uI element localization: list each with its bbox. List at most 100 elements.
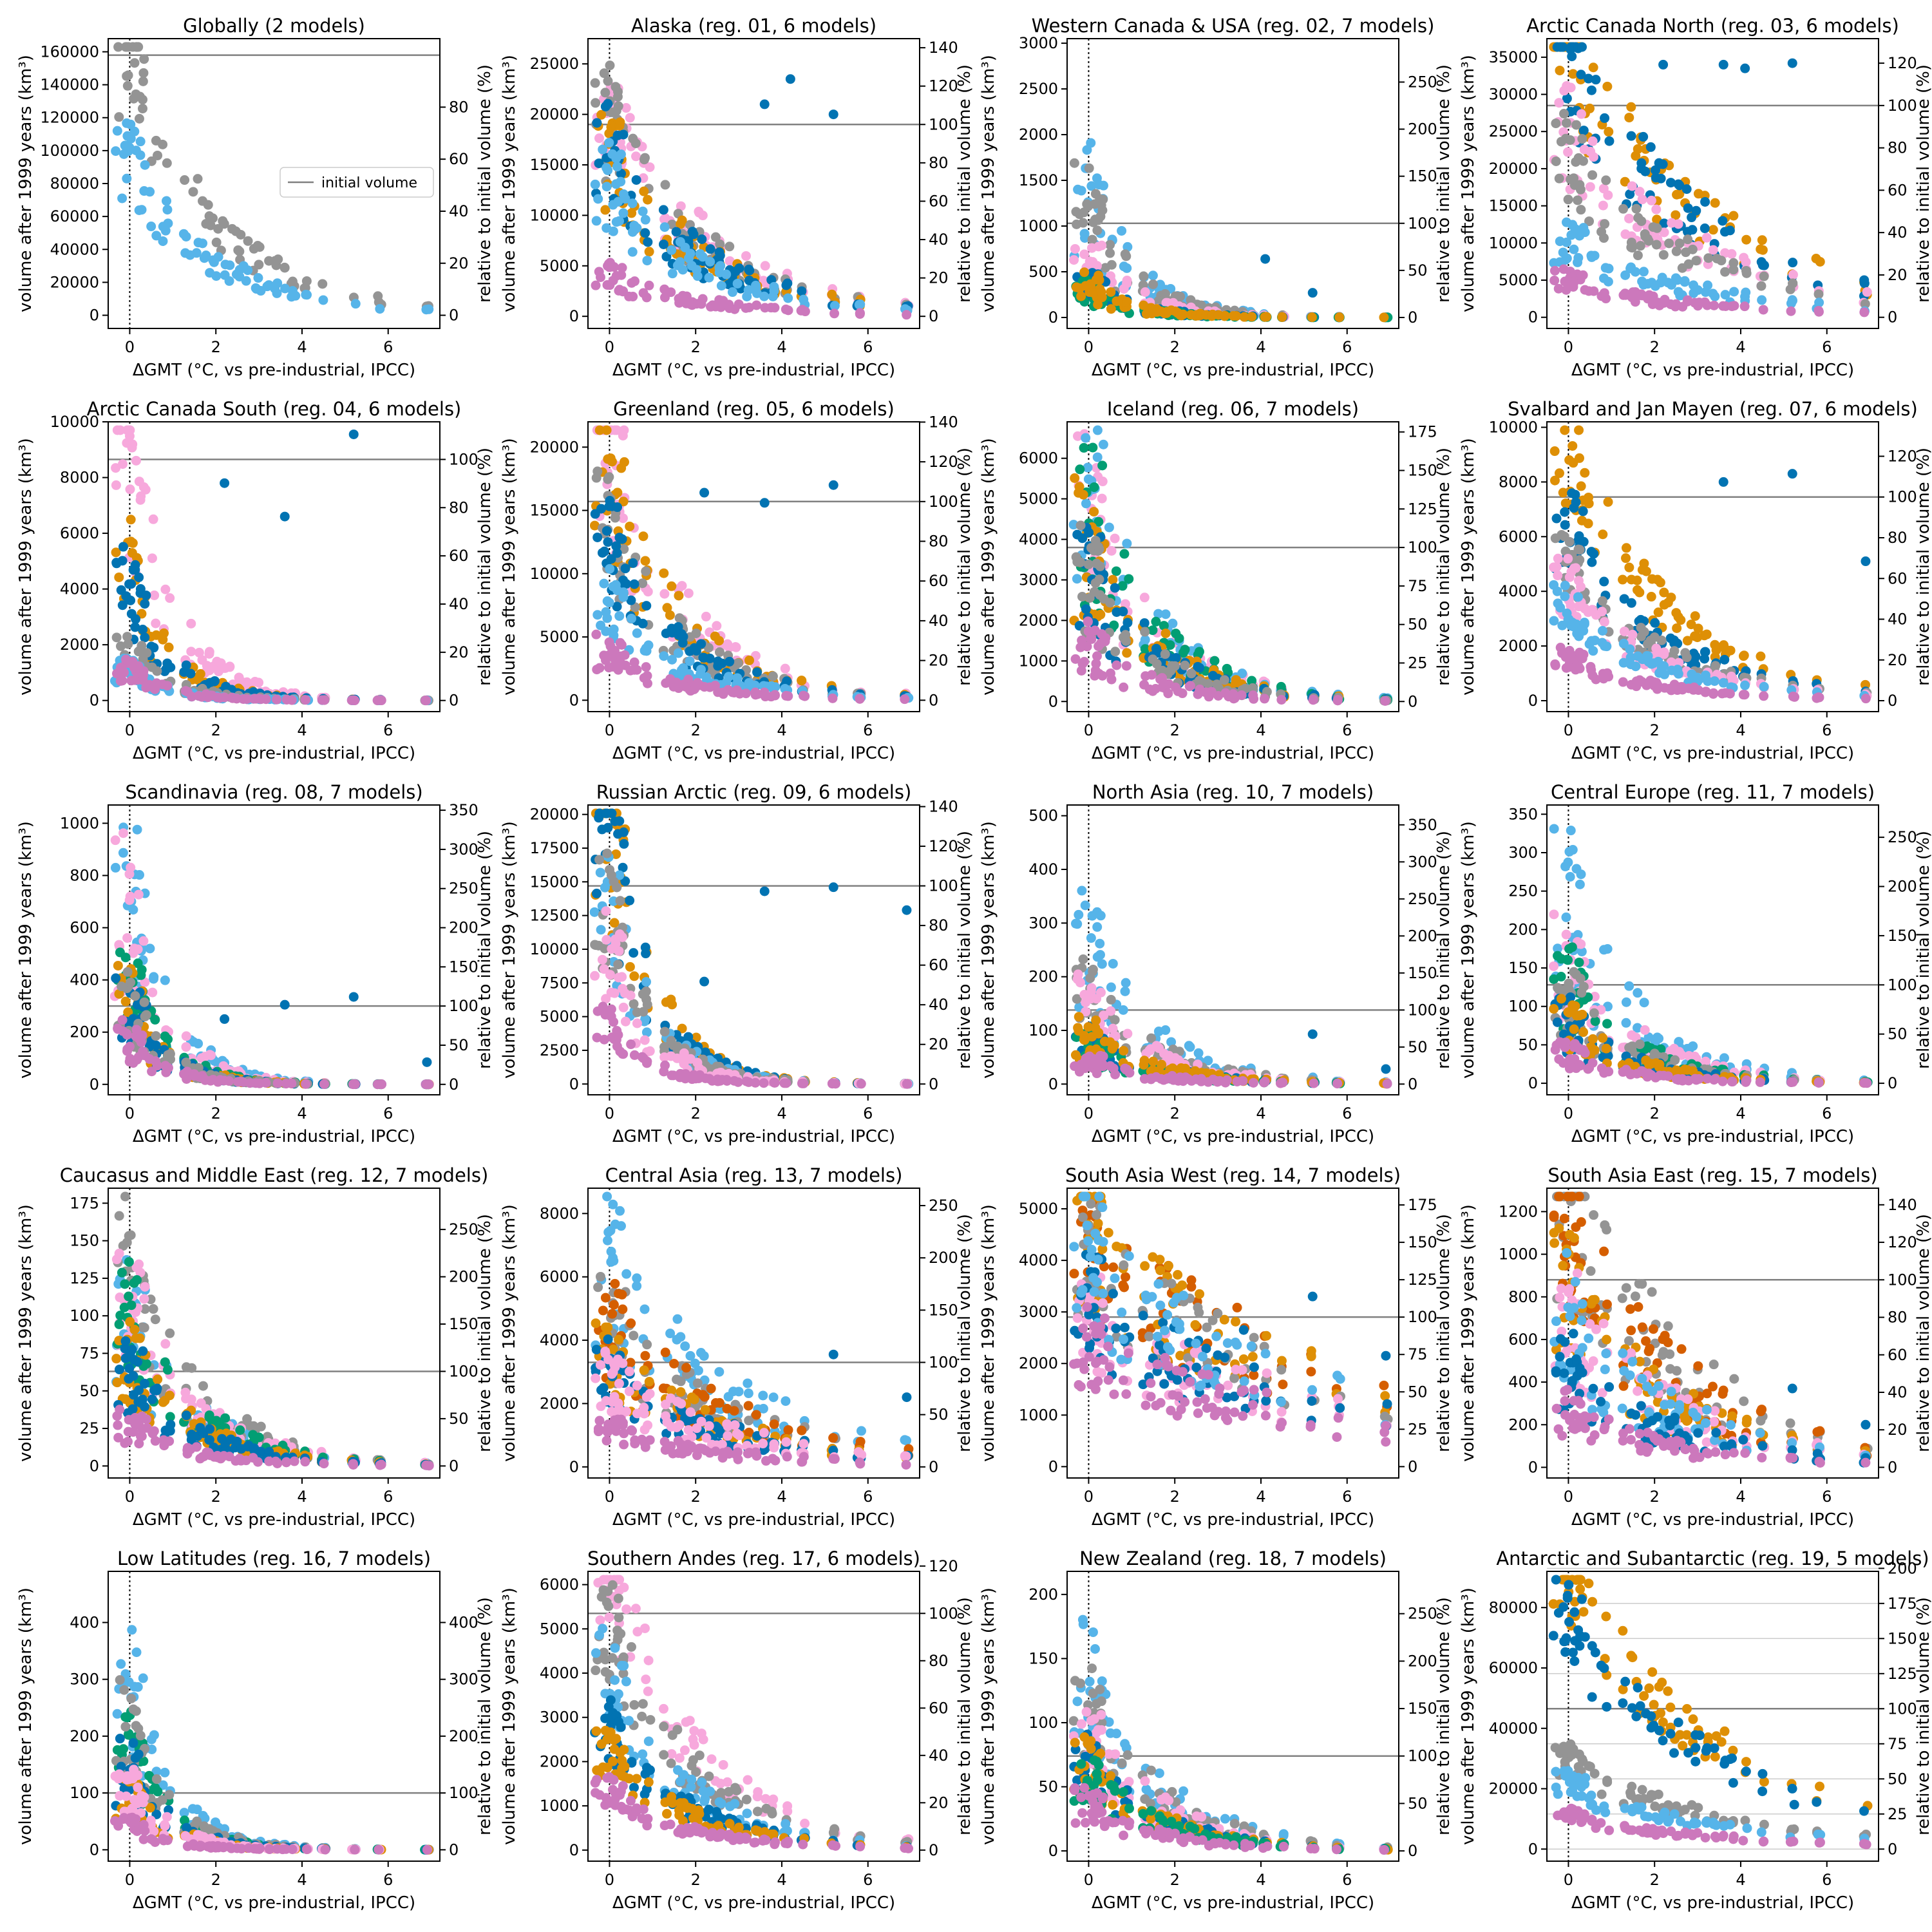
data-point bbox=[1562, 237, 1572, 247]
data-point bbox=[1591, 75, 1601, 85]
data-point bbox=[639, 1035, 650, 1045]
data-point bbox=[139, 997, 149, 1007]
data-point bbox=[126, 977, 136, 987]
x-tick-label: 2 bbox=[1170, 338, 1180, 356]
data-point bbox=[785, 74, 795, 84]
data-point bbox=[113, 960, 123, 971]
data-point bbox=[135, 150, 146, 160]
data-point bbox=[1739, 301, 1750, 312]
data-point bbox=[595, 867, 605, 878]
data-point bbox=[642, 670, 652, 681]
data-point bbox=[1139, 271, 1149, 281]
y-tick-label-right: 140 bbox=[929, 798, 958, 816]
data-point bbox=[1708, 225, 1718, 235]
data-point bbox=[1095, 561, 1105, 571]
data-point bbox=[1720, 290, 1730, 300]
y-tick-label: 2000 bbox=[1019, 611, 1058, 629]
data-point bbox=[828, 480, 838, 490]
data-point bbox=[592, 888, 602, 898]
data-point bbox=[132, 824, 142, 835]
data-point bbox=[151, 1031, 161, 1041]
data-point bbox=[149, 590, 160, 600]
y-tick-label-right: 120 bbox=[929, 453, 958, 471]
subplot-title: Russian Arctic (reg. 09, 6 models) bbox=[596, 781, 912, 803]
data-point bbox=[134, 113, 144, 124]
data-point bbox=[1083, 617, 1093, 627]
y-tick-label: 2500 bbox=[1019, 80, 1058, 98]
data-point bbox=[902, 1079, 913, 1089]
data-point bbox=[1643, 236, 1654, 246]
data-point bbox=[1861, 556, 1871, 567]
y-axis-label-left: volume after 1999 years (km³) bbox=[500, 438, 519, 696]
data-point bbox=[1683, 234, 1693, 245]
x-tick-label: 6 bbox=[383, 1104, 393, 1122]
data-point bbox=[1633, 251, 1643, 261]
y-tick-label-right: 80 bbox=[1888, 139, 1908, 157]
data-point bbox=[783, 293, 793, 303]
data-point bbox=[243, 236, 253, 246]
data-point bbox=[1108, 1023, 1118, 1034]
data-point bbox=[1119, 682, 1129, 692]
data-point bbox=[1604, 127, 1614, 137]
y-tick-label-right: 250 bbox=[1408, 73, 1437, 91]
scatter-points bbox=[1068, 425, 1393, 706]
data-point bbox=[783, 305, 793, 316]
data-point bbox=[201, 251, 211, 261]
data-point bbox=[120, 952, 131, 963]
data-point bbox=[1585, 182, 1595, 192]
data-point bbox=[1380, 696, 1390, 706]
data-point bbox=[1600, 263, 1611, 273]
data-point bbox=[741, 688, 751, 699]
data-point bbox=[141, 590, 151, 600]
data-point bbox=[1636, 216, 1647, 226]
data-point bbox=[660, 1060, 670, 1070]
data-point bbox=[261, 694, 271, 705]
data-point bbox=[639, 186, 649, 196]
data-point bbox=[1674, 238, 1685, 249]
data-point bbox=[165, 593, 175, 603]
data-point bbox=[1160, 649, 1170, 659]
data-point bbox=[595, 272, 605, 283]
data-point bbox=[1074, 1012, 1084, 1022]
data-point bbox=[625, 990, 636, 1001]
data-point bbox=[280, 283, 290, 294]
data-point bbox=[1079, 656, 1090, 667]
x-tick-label: 6 bbox=[863, 338, 873, 356]
data-point bbox=[261, 1077, 271, 1088]
data-point bbox=[1701, 232, 1712, 243]
data-point bbox=[1700, 223, 1710, 234]
y-tick-label: 500 bbox=[1028, 263, 1058, 281]
y-tick-label-right: 40 bbox=[929, 996, 949, 1014]
data-point bbox=[126, 579, 137, 589]
data-point bbox=[1569, 244, 1579, 254]
data-point bbox=[1236, 690, 1247, 700]
data-point bbox=[677, 581, 687, 591]
data-point bbox=[421, 696, 431, 706]
y-tick-label: 0 bbox=[1048, 308, 1058, 327]
data-point bbox=[179, 1069, 189, 1079]
y-tick-label-right: 60 bbox=[1888, 181, 1908, 199]
data-point bbox=[714, 647, 724, 658]
data-point bbox=[1097, 477, 1108, 487]
data-point bbox=[1106, 1006, 1116, 1016]
y-tick-label-right: 80 bbox=[1888, 529, 1908, 547]
data-point bbox=[1663, 598, 1673, 608]
data-point bbox=[1239, 312, 1249, 322]
data-point bbox=[612, 502, 623, 513]
data-point bbox=[1110, 1015, 1120, 1025]
x-tick-label: 4 bbox=[777, 338, 786, 356]
data-point bbox=[855, 299, 866, 310]
y-tick-label: 17500 bbox=[530, 839, 579, 857]
x-axis-label: ΔGMT (°C, vs pre-industrial, IPCC) bbox=[133, 1127, 415, 1146]
data-point bbox=[1185, 1042, 1195, 1052]
y-tick-label-right: 40 bbox=[1888, 223, 1908, 242]
data-point bbox=[1098, 439, 1108, 450]
y-tick-label: 120000 bbox=[40, 109, 99, 127]
plot-frame bbox=[587, 38, 920, 329]
x-tick-label: 0 bbox=[1564, 721, 1573, 739]
y-tick-label: 80000 bbox=[50, 175, 99, 193]
data-point bbox=[1564, 536, 1575, 547]
